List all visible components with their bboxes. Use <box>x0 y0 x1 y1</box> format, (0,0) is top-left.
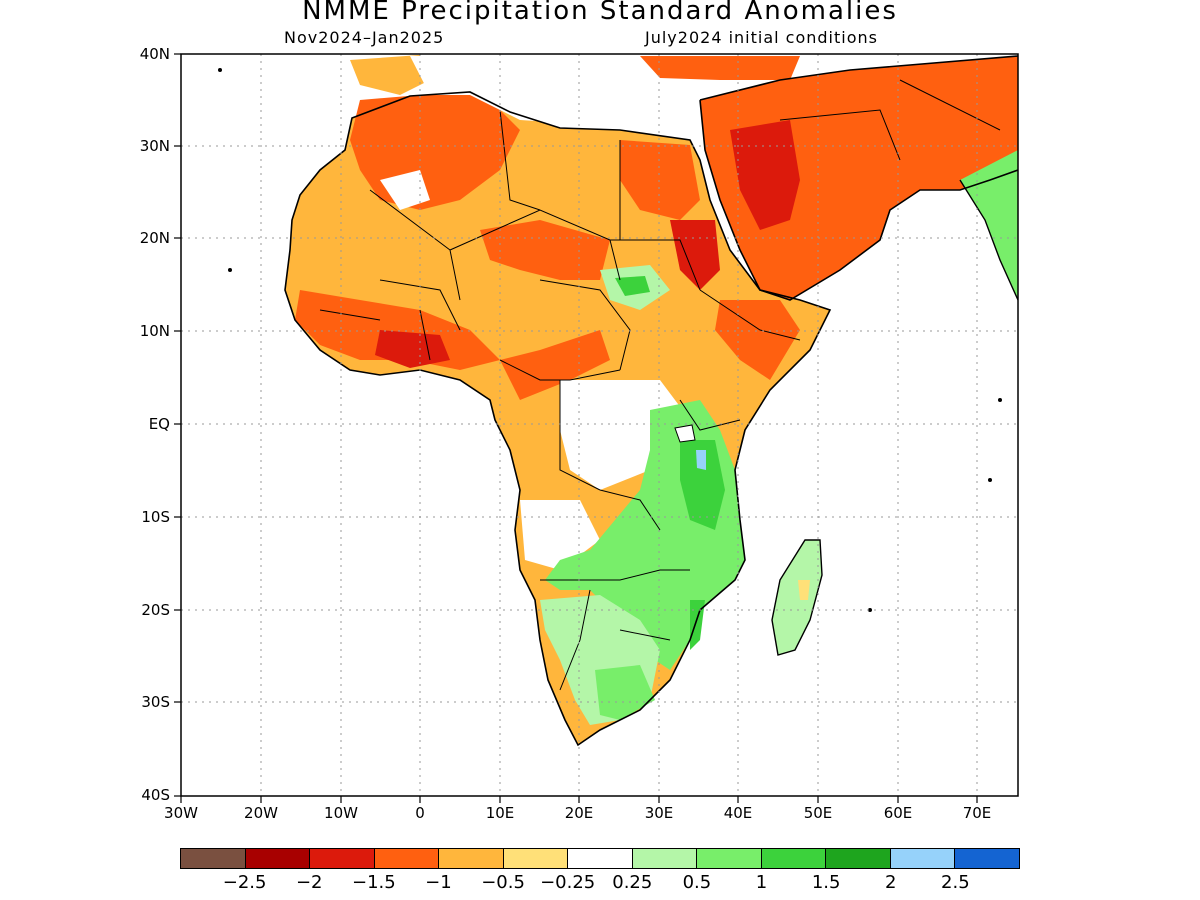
sahara-n-white <box>410 56 640 125</box>
dry-horn <box>715 300 800 380</box>
legend-swatch <box>245 849 311 868</box>
lat-label: 40N <box>139 45 170 63</box>
lat-label: 10S <box>141 508 170 526</box>
island-east-2 <box>988 478 992 482</box>
legend-label: 0.25 <box>612 872 653 893</box>
lon-label: 30W <box>164 804 198 822</box>
wet-india <box>960 150 1018 300</box>
turkey-region <box>640 56 800 80</box>
dry-iran <box>850 75 1010 160</box>
dry-central <box>500 330 610 400</box>
legend-swatch <box>761 849 827 868</box>
legend-label: −2 <box>295 872 323 893</box>
chart-title: NMME Precipitation Standard Anomalies <box>302 0 898 26</box>
map-frame <box>180 53 1019 797</box>
legend-swatch <box>568 849 633 868</box>
wet-sudan-core <box>615 276 650 296</box>
legend-swatch <box>826 849 891 868</box>
forecast-period: Nov2024–Jan2025 <box>284 28 445 47</box>
lon-label: 20E <box>564 804 594 822</box>
coastline-arabia <box>699 55 1018 301</box>
map-fill-layer <box>218 55 1018 747</box>
legend-label: 0.5 <box>682 872 712 893</box>
color-legend <box>180 848 1020 869</box>
legend-swatch <box>697 849 762 868</box>
southern-europe <box>350 55 430 95</box>
dry-n <box>620 140 700 220</box>
legend-swatch <box>890 849 956 868</box>
legend-swatch <box>374 849 440 868</box>
lon-label: 60E <box>883 804 913 822</box>
wet-south-mid <box>595 665 655 720</box>
dry-arabia-core <box>730 120 800 230</box>
legend-label: −1 <box>425 872 452 893</box>
gridlines <box>181 54 1018 796</box>
legend-swatch <box>181 849 246 868</box>
lat-label: 10N <box>139 322 170 340</box>
legend-swatch <box>310 849 375 868</box>
madagascar-dry <box>798 580 810 600</box>
legend-swatch <box>439 849 504 868</box>
coastline-madagascar <box>771 539 823 656</box>
legend-label: −1.5 <box>351 872 396 893</box>
lat-label: 30N <box>139 137 170 155</box>
lon-label: 0 <box>415 804 425 822</box>
lat-label: EQ <box>148 415 170 433</box>
lat-label: 20N <box>139 229 170 247</box>
legend-label: −2.5 <box>222 872 267 893</box>
lon-label: 30E <box>644 804 674 822</box>
near-normal-cen <box>560 380 690 490</box>
wet-lake <box>696 450 706 470</box>
near-normal-sahara <box>380 170 430 210</box>
wet-moz <box>690 600 705 650</box>
country-borders <box>319 79 1001 691</box>
lon-label: 40E <box>723 804 753 822</box>
legend-swatch <box>503 849 569 868</box>
lat-label: 40S <box>141 786 170 804</box>
legend-label: 1.5 <box>811 872 841 893</box>
initial-conditions: July2024 initial conditions <box>645 28 878 47</box>
wet-east-strong <box>680 440 725 530</box>
axis-ticks <box>174 53 978 803</box>
lon-label: 10E <box>485 804 515 822</box>
legend-swatch <box>955 849 1019 868</box>
legend-label: 2 <box>885 872 897 893</box>
lat-label: 30S <box>141 693 170 711</box>
island-east-3 <box>868 608 872 612</box>
lon-label: 20W <box>244 804 278 822</box>
dry-gulf-guinea <box>375 330 450 368</box>
canary-islands <box>228 268 232 272</box>
dry-sahel-w <box>295 290 500 370</box>
legend-label: −0.25 <box>540 872 596 893</box>
legend-label: 1 <box>755 872 768 893</box>
lat-label: 20S <box>141 601 170 619</box>
coastline-africa <box>284 91 832 747</box>
madagascar <box>772 540 822 655</box>
legend-swatch <box>632 849 698 868</box>
lon-label: 10W <box>324 804 358 822</box>
cape-verde <box>218 68 222 72</box>
island-east-1 <box>998 398 1002 402</box>
lon-label: 70E <box>962 804 992 822</box>
legend-label: −0.5 <box>481 872 525 893</box>
lake-victoria <box>674 424 696 443</box>
coastline-india <box>959 179 1018 301</box>
legend-label: 2.5 <box>941 872 970 893</box>
lon-label: 50E <box>803 804 833 822</box>
dry-sahel-c <box>480 220 610 280</box>
